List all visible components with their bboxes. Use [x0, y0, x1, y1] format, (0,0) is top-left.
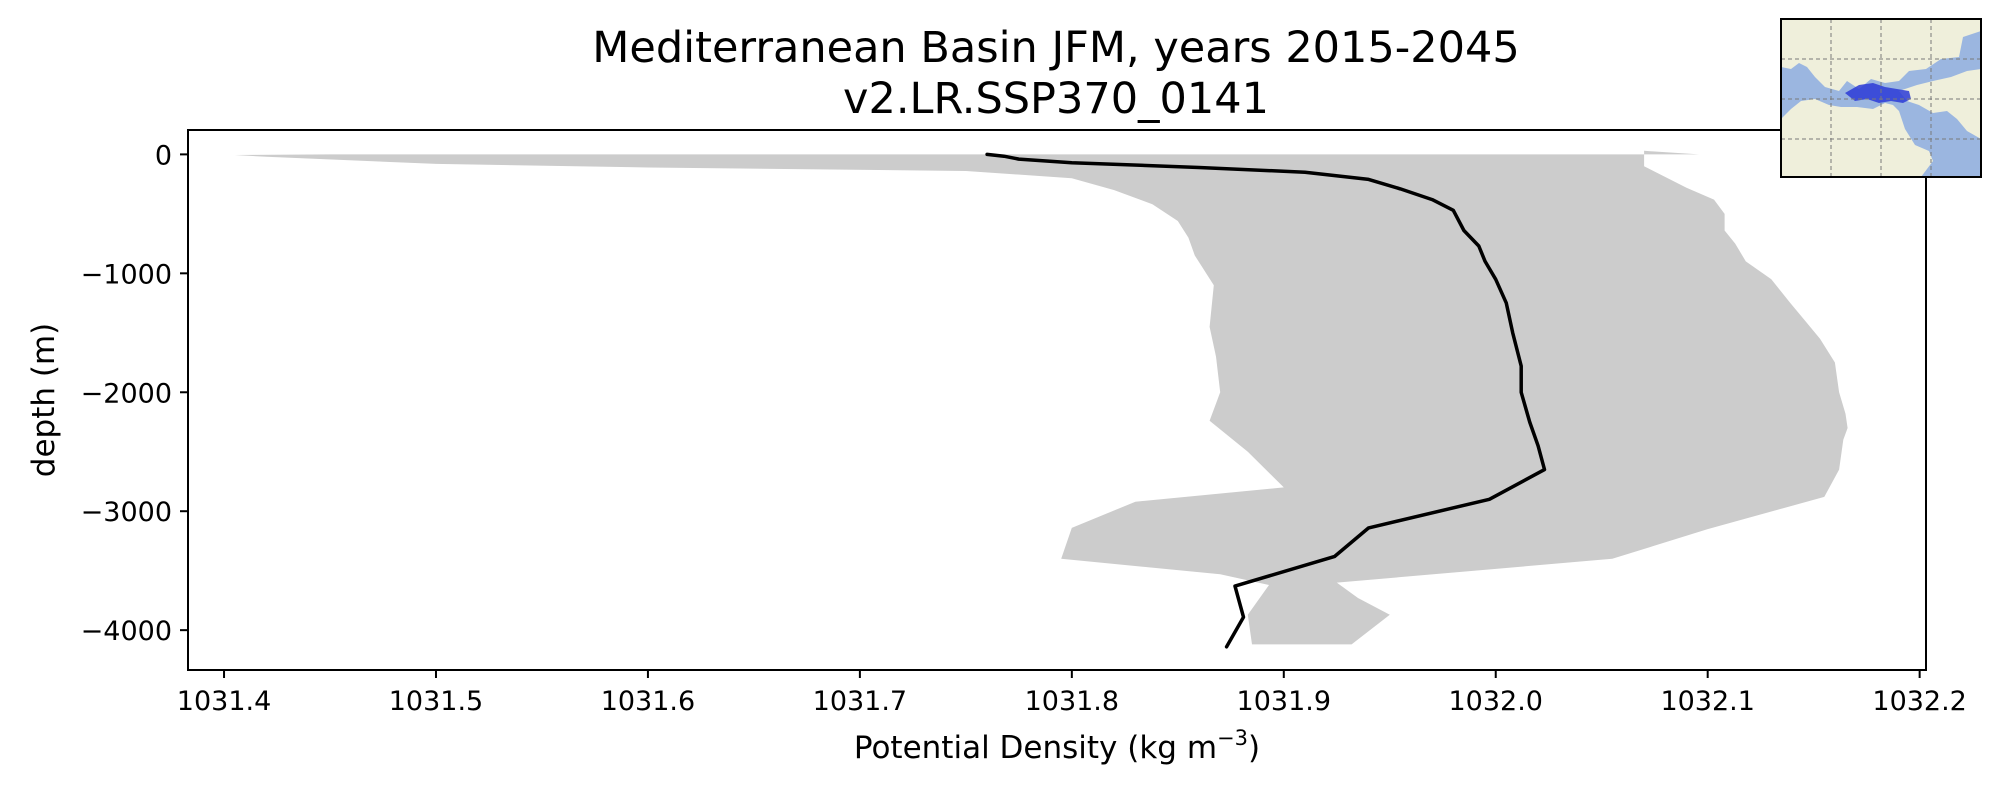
x-tick-label: 1031.4 [177, 686, 271, 717]
x-axis-label-exponent: −3 [1217, 726, 1248, 750]
inset-map [1780, 18, 1982, 178]
y-tick-label: 0 [155, 140, 172, 171]
x-axis: 1031.4 1031.5 1031.6 1031.7 1031.8 1031.9 1032… [177, 670, 1967, 717]
x-tick-label: 1031.5 [389, 686, 483, 717]
y-axis-label: depth (m) [26, 323, 62, 477]
series-line-mean [985, 152, 1547, 649]
x-tick-label: 1032.2 [1872, 686, 1966, 717]
x-axis-label-suffix: ) [1248, 730, 1260, 766]
x-tick-label: 1031.6 [601, 686, 695, 717]
plot-area [234, 150, 1848, 649]
inset-land-africa [1781, 99, 1933, 177]
x-tick-label: 1031.7 [813, 686, 907, 717]
x-tick-label: 1031.8 [1025, 686, 1119, 717]
y-tick-label: −1000 [81, 259, 172, 290]
x-tick-label: 1032.1 [1660, 686, 1754, 717]
inset-gridlines [1781, 19, 1981, 177]
inset-highlight-region [1845, 83, 1911, 103]
range-band [234, 150, 1848, 645]
y-tick-label: −3000 [81, 497, 172, 528]
y-tick-label: −2000 [81, 378, 172, 409]
y-tick-label: −4000 [81, 616, 172, 647]
plot-frame [187, 129, 1927, 671]
x-tick-label: 1032.0 [1448, 686, 1542, 717]
inset-land-asia [1899, 69, 1981, 139]
y-axis: 0 −1000 −2000 −3000 −4000 [81, 140, 188, 647]
x-tick-label: 1031.9 [1237, 686, 1331, 717]
x-axis-label-text: Potential Density (kg m [854, 730, 1217, 766]
inset-frame [1780, 18, 1982, 178]
chart-subtitle: v2.LR.SSP370_0141 [843, 74, 1269, 124]
chart-title: Mediterranean Basin JFM, years 2015-2045 [592, 23, 1519, 73]
x-axis-label: Potential Density (kg m−3) [854, 726, 1260, 766]
